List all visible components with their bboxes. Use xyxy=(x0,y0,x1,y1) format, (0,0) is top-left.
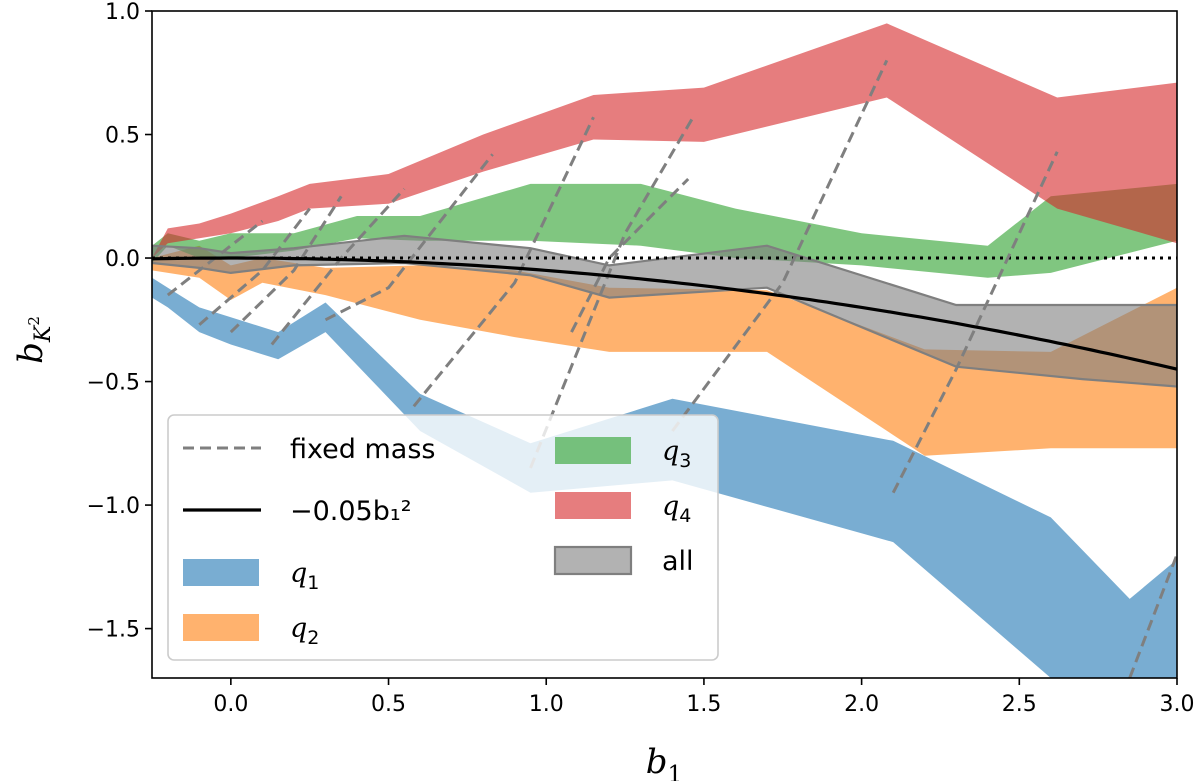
fit-curve xyxy=(152,256,1177,371)
legend-entry: q3 xyxy=(555,436,691,472)
band-q4 xyxy=(152,23,1177,259)
legend-swatch-q2 xyxy=(183,614,259,641)
y-tick-label: 0.0 xyxy=(105,247,140,272)
y-tick-label: 1.0 xyxy=(105,0,140,25)
band-q3 xyxy=(152,183,1177,278)
legend: fixed mass −0.05b₁² q1 q2 q3 q4 all xyxy=(167,414,719,661)
fixed-mass-line-2 xyxy=(198,207,311,326)
y-tick-label: −1.0 xyxy=(87,494,140,519)
band-q2 xyxy=(152,245,1177,456)
y-tick-label: 0.5 xyxy=(105,124,140,149)
fixed-mass-line-3 xyxy=(229,195,343,334)
legend-label-fixed-mass: fixed mass xyxy=(290,434,435,465)
x-axis-label: b1 xyxy=(646,742,682,781)
fixed-mass-line-6 xyxy=(412,116,595,408)
legend-label-all: all xyxy=(662,546,694,577)
y-tick-label: −1.5 xyxy=(87,618,140,643)
legend-entry: q1 xyxy=(183,558,319,594)
fixed-mass-line-5 xyxy=(324,153,494,322)
x-tick-label: 0.5 xyxy=(371,692,406,717)
x-tick-label: 3.0 xyxy=(1160,692,1195,717)
legend-label-fit: −0.05b₁² xyxy=(290,496,412,527)
fixed-mass-line-10 xyxy=(891,151,1059,494)
legend-entry: −0.05b₁² xyxy=(183,496,412,527)
fixed-mass-line-1 xyxy=(166,219,264,297)
legend-label-q1: q1 xyxy=(290,558,319,594)
legend-swatch-all xyxy=(553,545,633,576)
legend-label-q3: q3 xyxy=(662,436,691,472)
legend-entry: all xyxy=(553,545,694,577)
legend-frame xyxy=(167,414,719,661)
legend-label-q2: q2 xyxy=(290,613,319,649)
fit-curve-layer xyxy=(152,256,1177,371)
x-axis-label-sub: 1 xyxy=(668,762,683,781)
x-tick-label: 1.5 xyxy=(686,692,721,717)
legend-swatch-q3 xyxy=(555,437,631,464)
x-axis: 0.0 0.5 1.0 1.5 2.0 2.5 3.0 xyxy=(213,678,1195,717)
fixed-mass-line-9 xyxy=(671,59,889,432)
legend-label-q4: q4 xyxy=(662,491,691,527)
fixed-mass-line-11 xyxy=(1128,553,1177,678)
legend-entry: q2 xyxy=(183,613,319,649)
legend-swatch-q1 xyxy=(183,559,259,586)
x-tick-label: 2.0 xyxy=(844,692,879,717)
legend-entry: q4 xyxy=(555,491,691,527)
fixed-mass-line-7 xyxy=(529,114,696,469)
fixed-mass-line-8 xyxy=(570,177,690,333)
legend-entry: fixed mass xyxy=(183,434,435,465)
x-tick-label: 2.5 xyxy=(1002,692,1037,717)
y-axis: −1.5 −1.0 −0.5 0.0 0.5 1.0 xyxy=(87,0,152,643)
x-tick-label: 1.0 xyxy=(529,692,564,717)
band-all xyxy=(152,234,1177,388)
y-axis-label: bK2 xyxy=(11,316,56,364)
x-tick-label: 0.0 xyxy=(213,692,248,717)
legend-swatch-q4 xyxy=(555,492,631,519)
y-tick-label: −0.5 xyxy=(87,371,140,396)
fixed-mass-layer xyxy=(166,59,1177,678)
plot-frame xyxy=(151,10,1178,679)
